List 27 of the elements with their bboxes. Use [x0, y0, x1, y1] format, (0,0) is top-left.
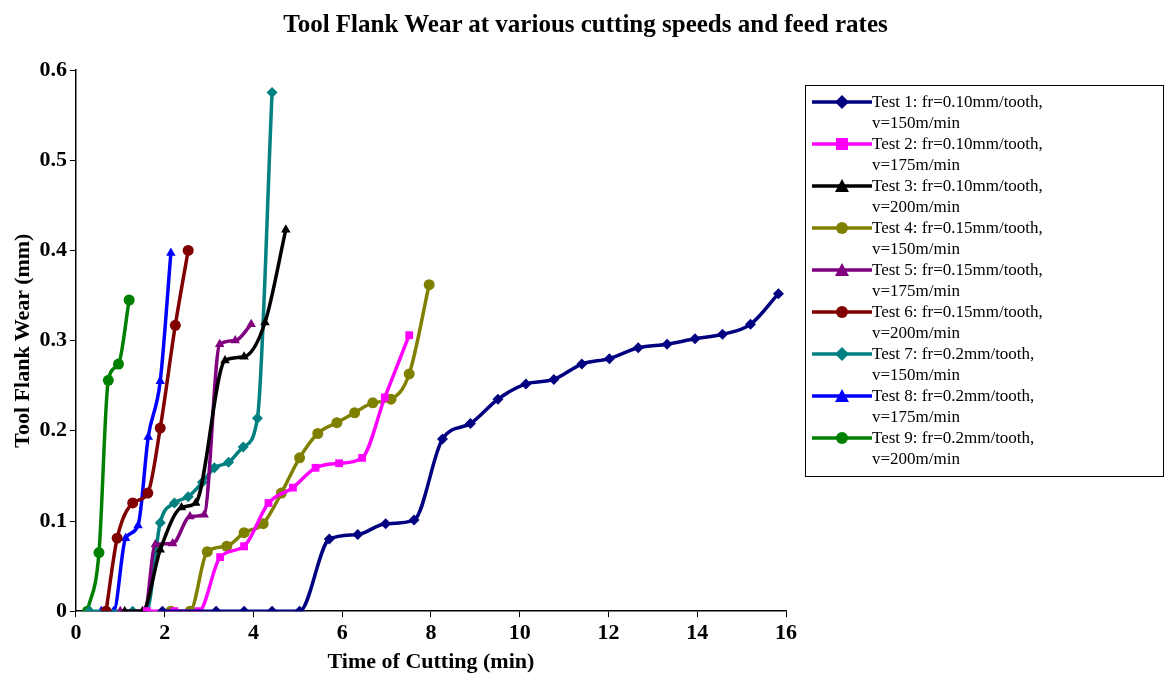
chart-title: Tool Flank Wear at various cutting speeds and feed rates [282, 10, 889, 38]
x-tick-label: 4 [247, 619, 259, 645]
x-tick-label: 14 [686, 619, 709, 645]
y-tick-label: 0.2 [39, 416, 67, 442]
x-tick-label: 16 [775, 619, 797, 645]
x-tick-label: 8 [425, 619, 437, 645]
x-tick-label: 10 [508, 619, 531, 645]
legend-label: Test 6: fr=0.15mm/tooth, v=200m/min [872, 302, 1044, 343]
y-axis-title: Tool Flank Wear (mm) [8, 233, 34, 448]
legend-label: Test 2: fr=0.10mm/tooth, v=175m/min [872, 134, 1044, 175]
legend-label: Test 7: fr=0.2mm/tooth, v=150m/min [872, 344, 1036, 385]
x-tick-label: 12 [597, 619, 620, 645]
y-tick-label: 0.5 [39, 145, 67, 171]
x-tick-label: 2 [159, 619, 171, 645]
legend-label: Test 8: fr=0.2mm/tooth, v=175m/min [872, 386, 1036, 427]
x-tick-label: 6 [336, 619, 348, 645]
y-tick-label: 0.6 [39, 55, 67, 81]
legend-label: Test 4: fr=0.15mm/tooth, v=150m/min [872, 218, 1044, 259]
y-tick-label: 0.4 [39, 236, 67, 262]
legend-label: Test 9: fr=0.2mm/tooth, v=200m/min [872, 428, 1036, 469]
y-tick-label: 0 [55, 596, 67, 622]
legend-label: Test 5: fr=0.15mm/tooth, v=175m/min [872, 260, 1044, 301]
x-axis-title: Time of Cutting (min) [327, 648, 535, 674]
legend-label: Test 3: fr=0.10mm/tooth, v=200m/min [872, 176, 1044, 217]
legend-label: Test 1: fr=0.10mm/tooth, v=150m/min [872, 92, 1044, 133]
y-tick-label: 0.3 [39, 326, 67, 352]
y-tick-label: 0.1 [39, 506, 67, 532]
